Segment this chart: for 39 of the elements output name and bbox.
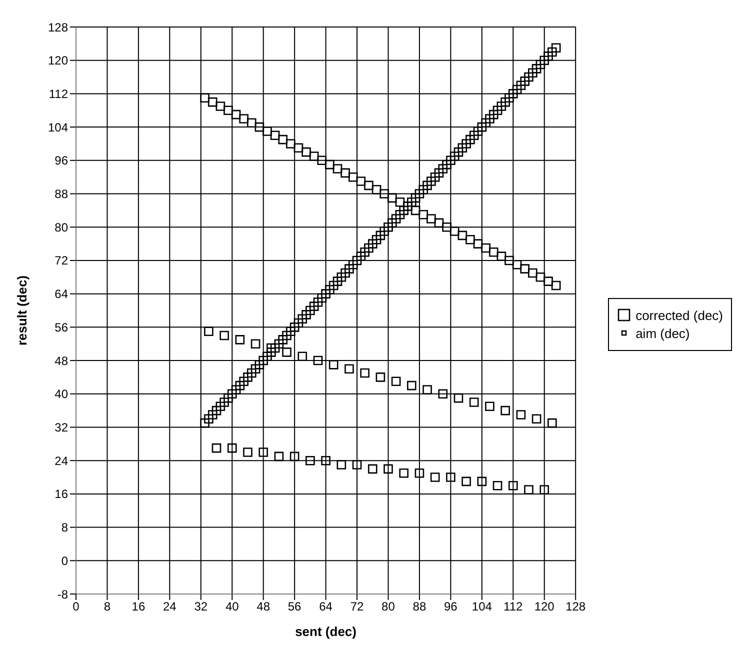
- x-tick-label: 56: [288, 600, 302, 614]
- y-tick-label: 32: [54, 420, 68, 434]
- y-tick-label: 72: [54, 254, 68, 268]
- legend-label: aim (dec): [636, 326, 690, 340]
- y-tick-label: 112: [48, 86, 68, 101]
- y-tick-label: 104: [48, 120, 68, 134]
- x-tick-label: 80: [382, 600, 396, 614]
- x-tick-label: 64: [319, 600, 333, 614]
- x-axis-title: sent (dec): [295, 624, 356, 639]
- x-tick-label: 40: [225, 600, 240, 614]
- y-tick-label: 128: [48, 20, 68, 34]
- x-tick-label: 120: [534, 600, 555, 614]
- y-tick-label: -8: [57, 587, 68, 602]
- y-tick-label: 0: [61, 554, 68, 568]
- y-axis-title: result (dec): [14, 275, 30, 346]
- x-tick-label: 32: [194, 600, 208, 614]
- y-tick-label: 40: [54, 387, 68, 402]
- x-tick-label: 0: [72, 600, 80, 614]
- y-tick-label: 16: [54, 487, 68, 502]
- x-tick-label: 128: [566, 600, 586, 614]
- x-tick-label: 88: [412, 600, 426, 614]
- y-tick-label: 120: [48, 54, 68, 68]
- y-tick-label: 96: [54, 154, 68, 168]
- y-tick-label: 24: [54, 454, 68, 468]
- x-tick-label: 16: [132, 600, 146, 614]
- x-tick-label: 104: [472, 600, 492, 614]
- y-tick-label: 80: [54, 220, 68, 234]
- x-tick-label: 72: [350, 600, 364, 614]
- y-tick-label: 64: [54, 287, 68, 302]
- x-tick-label: 8: [104, 600, 111, 614]
- x-tick-label: 48: [256, 600, 270, 614]
- x-tick-label: 24: [162, 600, 177, 614]
- y-tick-label: 88: [54, 187, 68, 202]
- y-tick-label: 48: [54, 354, 68, 368]
- y-tick-label: 8: [61, 520, 68, 535]
- x-tick-label: 96: [444, 600, 458, 614]
- y-tick-label: 56: [54, 320, 68, 334]
- x-tick-label: 112: [504, 600, 524, 614]
- legend-label: corrected (dec): [636, 308, 723, 322]
